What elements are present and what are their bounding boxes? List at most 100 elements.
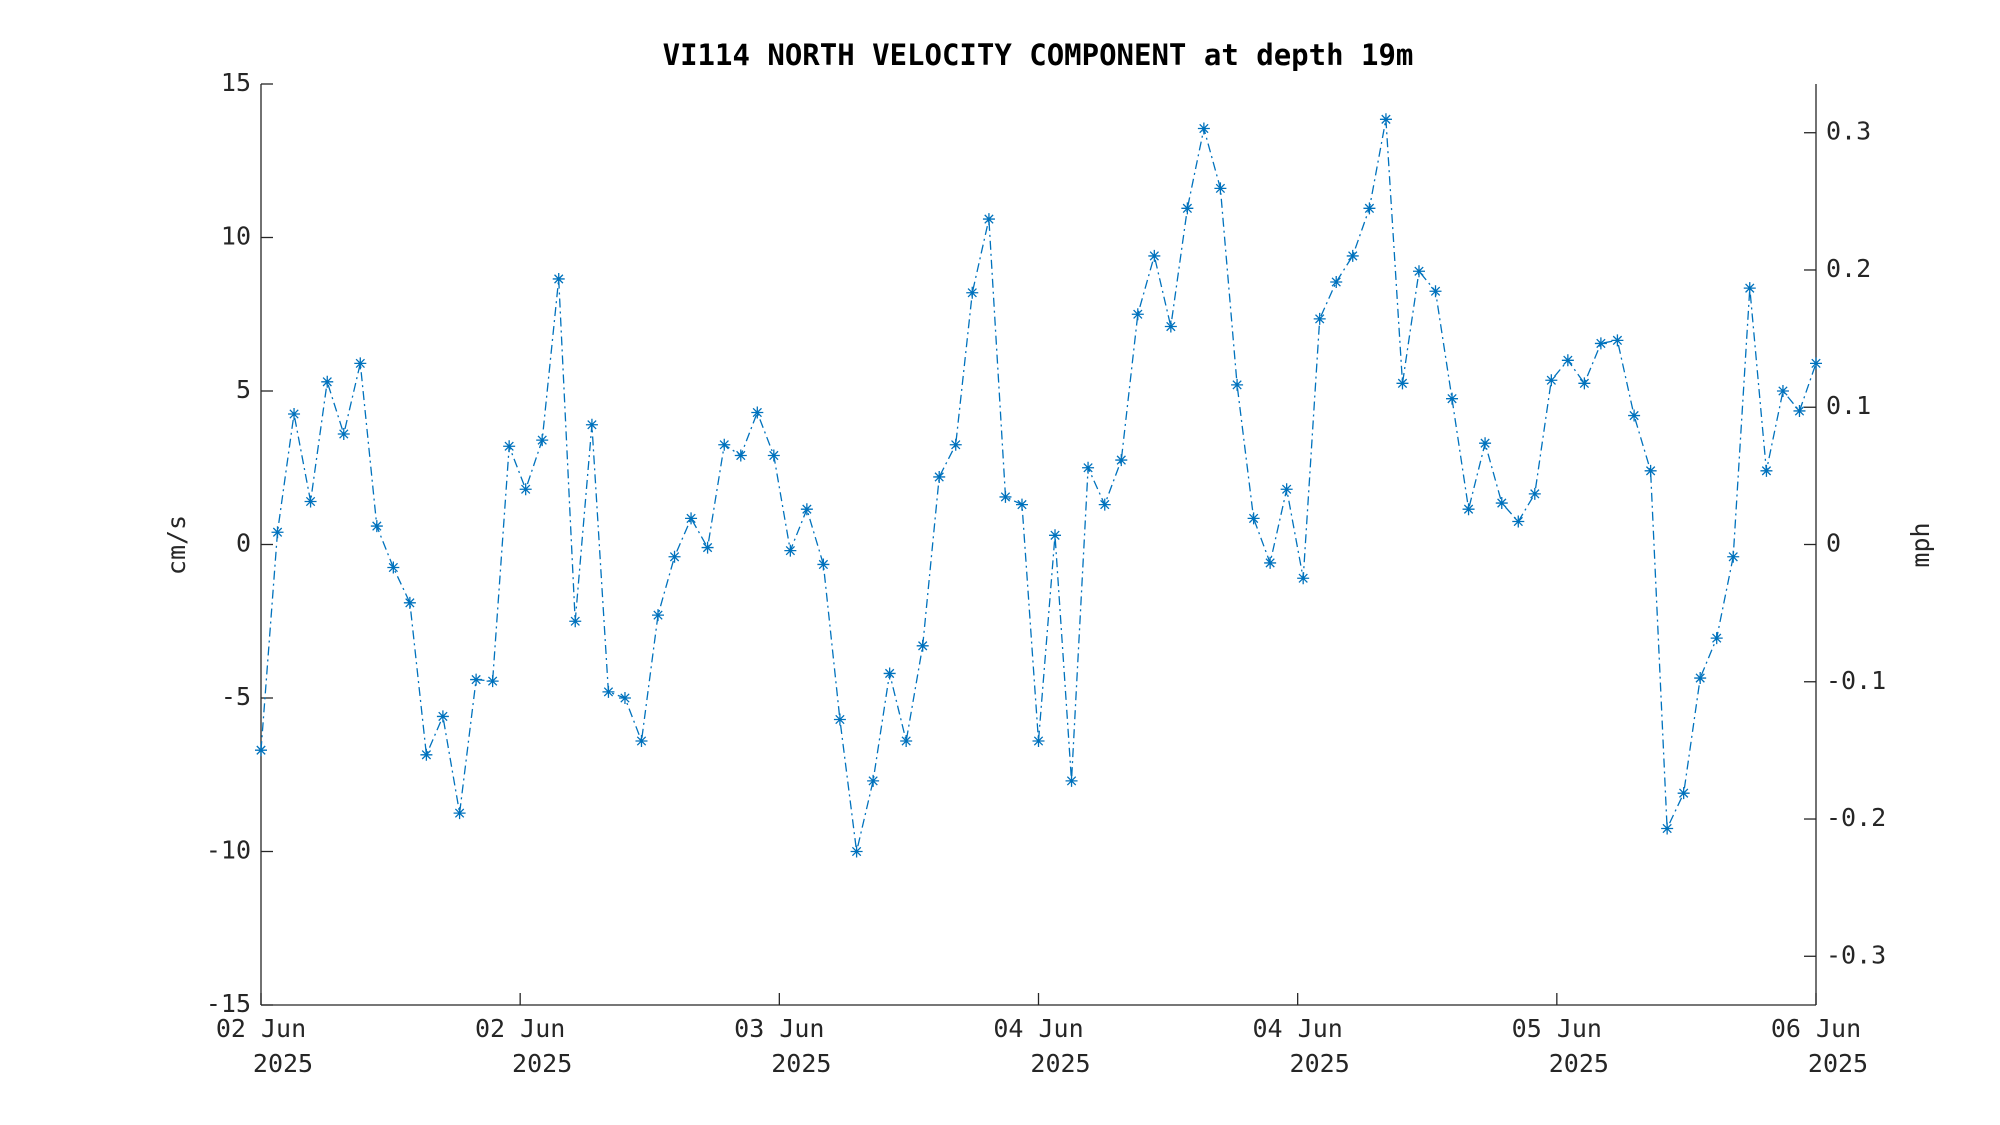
data-point (1644, 464, 1657, 477)
data-point (685, 512, 698, 525)
data-point (618, 692, 631, 704)
data-point (916, 639, 929, 652)
data-point (354, 357, 367, 370)
data-point (1429, 285, 1442, 298)
y-axis-label: cm/s (162, 515, 191, 575)
data-point (453, 807, 466, 820)
y2-axis-label: mph (1906, 522, 1935, 567)
data-point (800, 503, 813, 516)
data-point (1412, 265, 1425, 278)
x-tick-label: 2025 (512, 1049, 572, 1078)
data-point (1065, 774, 1078, 787)
data-point (1131, 308, 1144, 321)
data-point (1363, 202, 1376, 215)
x-tick-label: 05 Jun (1512, 1014, 1602, 1043)
y-tick-label: -10 (206, 836, 251, 865)
data-point (1561, 354, 1574, 367)
data-line (260, 119, 1817, 852)
data-point (999, 490, 1012, 503)
data-point (569, 615, 582, 628)
data-point (850, 845, 863, 858)
data-point (1677, 787, 1690, 800)
y2-tick-label: -0.1 (1826, 666, 1886, 695)
data-point (1181, 202, 1194, 215)
data-point (552, 272, 565, 285)
data-point (883, 667, 896, 680)
data-point (1164, 320, 1177, 333)
x-tick-label: 2025 (1030, 1049, 1090, 1078)
y2-tick-label: -0.3 (1826, 940, 1886, 969)
data-point (1793, 404, 1806, 417)
x-tick-label: 03 Jun (734, 1014, 824, 1043)
data-point (1297, 572, 1310, 585)
data-point (817, 558, 830, 571)
data-point (1396, 377, 1409, 390)
data-point (1148, 249, 1161, 262)
data-point (436, 710, 449, 723)
data-point (1512, 515, 1525, 528)
data-point (1264, 556, 1277, 569)
data-point (1462, 503, 1475, 516)
data-point (1049, 529, 1062, 542)
data-point (503, 440, 516, 453)
y-tick-label: 5 (236, 375, 251, 404)
data-point (1545, 374, 1558, 387)
data-point (1280, 483, 1293, 496)
data-point (635, 734, 648, 747)
data-point (337, 427, 350, 440)
data-point (602, 685, 615, 698)
data-point (1611, 334, 1624, 347)
y-tick-label: 0 (236, 529, 251, 558)
y-tick-label: -5 (221, 682, 251, 711)
data-point (1379, 113, 1392, 126)
data-point (652, 609, 665, 622)
data-point (982, 213, 995, 226)
data-point (668, 550, 681, 563)
data-point (1776, 385, 1789, 397)
x-tick-label: 2025 (771, 1049, 831, 1078)
data-point (370, 520, 383, 533)
data-point (1628, 409, 1641, 422)
data-point (751, 406, 764, 419)
x-tick-label: 2025 (1808, 1049, 1868, 1078)
data-point (1082, 461, 1095, 474)
data-point (1727, 550, 1740, 563)
data-point (387, 561, 400, 574)
x-tick-label: 04 Jun (993, 1014, 1083, 1043)
data-point (1710, 632, 1723, 645)
y2-tick-label: 0.3 (1826, 117, 1871, 146)
data-point (304, 495, 317, 508)
data-point (536, 434, 549, 447)
data-point (1479, 437, 1492, 450)
data-point (1594, 337, 1607, 350)
data-point (767, 449, 780, 462)
chart-title: VI114 NORTH VELOCITY COMPONENT at depth … (663, 38, 1414, 72)
y-tick-label: 15 (221, 68, 251, 97)
y2-tick-label: 0.1 (1826, 391, 1871, 420)
data-point (403, 596, 416, 609)
y-tick-label: 10 (221, 222, 251, 251)
data-point (288, 408, 301, 421)
data-point (1330, 276, 1343, 289)
data-point (1231, 378, 1244, 391)
data-point (1098, 498, 1111, 511)
x-tick-label: 02 Jun (475, 1014, 565, 1043)
data-point (1495, 497, 1508, 510)
x-tick-label: 2025 (253, 1049, 313, 1078)
data-point (718, 438, 731, 451)
data-point (966, 286, 979, 299)
data-point (255, 744, 267, 757)
data-point (486, 675, 499, 688)
data-point (1760, 464, 1773, 477)
data-point (1214, 182, 1227, 195)
data-point (1743, 282, 1756, 295)
data-point (734, 449, 747, 462)
x-tick-label: 06 Jun (1771, 1014, 1861, 1043)
data-point (1810, 357, 1822, 370)
x-tick-label: 2025 (1549, 1049, 1609, 1078)
x-tick-label: 02 Jun (216, 1014, 306, 1043)
y2-tick-label: -0.2 (1826, 803, 1886, 832)
y-tick-label: -15 (206, 989, 251, 1018)
data-point (1346, 249, 1359, 262)
